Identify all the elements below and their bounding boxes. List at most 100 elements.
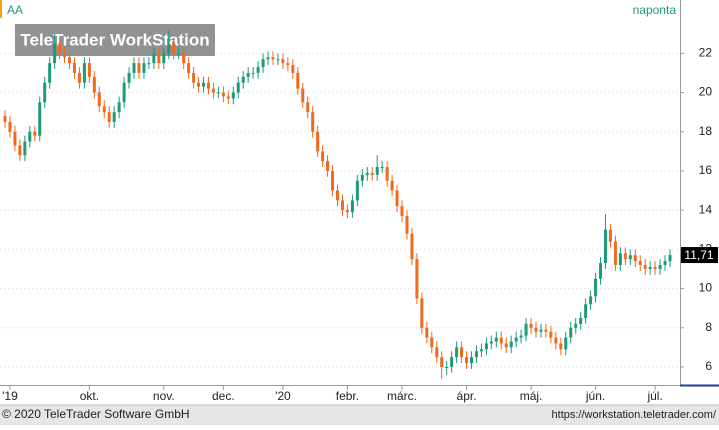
candle-body xyxy=(172,43,176,54)
candle-body xyxy=(430,337,434,348)
candle-body xyxy=(256,67,260,73)
x-tick-label: ápr. xyxy=(457,389,477,403)
candle-body xyxy=(484,343,488,350)
candle-body xyxy=(23,141,27,156)
candle-body xyxy=(603,229,607,264)
candle-body xyxy=(82,63,86,83)
candle-body xyxy=(112,112,116,122)
candle-body xyxy=(474,351,478,358)
candle-body xyxy=(613,241,617,266)
candle-body xyxy=(336,190,339,201)
candle-body xyxy=(107,112,111,122)
candle-body xyxy=(276,59,280,61)
candle-body xyxy=(192,72,196,83)
candle-body xyxy=(226,96,230,99)
candle-body xyxy=(38,102,42,136)
source-url: https://workstation.teletrader.com/ xyxy=(552,409,717,421)
candle-body xyxy=(519,335,523,338)
candle-body xyxy=(648,266,652,269)
candle-body xyxy=(559,343,563,350)
candle-body xyxy=(296,72,300,89)
candle-body xyxy=(494,337,498,342)
candle-body xyxy=(425,327,429,338)
candle-body xyxy=(375,167,379,175)
candle-body xyxy=(43,82,47,103)
candle-body xyxy=(87,63,91,77)
candle-body xyxy=(410,233,414,260)
candle-body xyxy=(321,151,325,162)
candle-body xyxy=(251,72,255,74)
symbol-label: AA xyxy=(7,3,23,17)
candle-body xyxy=(102,106,106,113)
candle-body xyxy=(48,63,52,83)
candle-body xyxy=(246,72,250,77)
candle-body xyxy=(132,63,136,73)
candle-body xyxy=(365,172,369,175)
candle-body xyxy=(187,63,191,73)
candle-body xyxy=(440,357,444,367)
candle-body xyxy=(167,43,171,54)
candle-body xyxy=(142,63,146,73)
candle-body xyxy=(534,327,538,332)
candle-body xyxy=(489,341,493,344)
candle-body xyxy=(460,347,464,358)
candle-body xyxy=(469,357,473,364)
candle-body xyxy=(197,82,201,87)
candle-body xyxy=(28,131,32,142)
candle-body xyxy=(663,261,667,266)
candle-body xyxy=(162,53,166,64)
candle-body xyxy=(301,88,305,103)
candle-body xyxy=(3,116,7,122)
candle-body xyxy=(465,357,469,364)
candle-body xyxy=(445,366,449,368)
candle-body xyxy=(643,265,647,269)
candle-body xyxy=(574,323,578,328)
y-tick-label: 8 xyxy=(705,320,712,334)
candle-body xyxy=(177,53,181,55)
watermark-box xyxy=(15,24,215,56)
candle-body xyxy=(122,82,126,103)
candle-body xyxy=(529,323,533,328)
y-tick-label: 6 xyxy=(705,359,712,373)
candle-body xyxy=(554,337,558,344)
interval-label: naponta xyxy=(633,3,677,17)
candle-body xyxy=(202,82,206,87)
candle-body xyxy=(544,329,548,332)
candle-body xyxy=(524,323,528,336)
candle-body xyxy=(286,63,290,66)
candle-body xyxy=(326,161,330,171)
candle-body xyxy=(594,278,598,297)
candle-body xyxy=(311,112,315,132)
x-tick-label: márc. xyxy=(387,389,417,403)
candle-body xyxy=(206,82,210,89)
candle-body xyxy=(281,59,285,64)
candle-body xyxy=(395,190,399,207)
candle-body xyxy=(92,76,96,93)
candle-body xyxy=(589,296,593,305)
candle-body xyxy=(579,317,583,324)
candle-body xyxy=(152,53,156,64)
candle-body xyxy=(450,357,454,367)
candle-body xyxy=(668,255,672,262)
candle-body xyxy=(355,180,359,201)
candle-body xyxy=(33,131,37,136)
candle-body xyxy=(435,347,439,358)
y-tick-label: 16 xyxy=(699,163,713,177)
candle-body xyxy=(569,327,573,338)
candle-body xyxy=(549,331,553,338)
y-tick-label: 10 xyxy=(699,281,713,295)
x-tick-label: dec. xyxy=(212,389,235,403)
candle-body xyxy=(539,329,543,332)
x-tick-label: júl. xyxy=(646,389,662,403)
candle-body xyxy=(633,255,637,262)
candle-body xyxy=(157,53,161,64)
candle-body xyxy=(499,337,503,344)
candle-body xyxy=(216,92,220,94)
x-tick-label: jún. xyxy=(585,389,605,403)
candle-body xyxy=(370,172,374,175)
candle-body xyxy=(653,266,657,269)
candle-body xyxy=(236,82,240,93)
candle-body xyxy=(316,131,320,152)
x-tick-label: nov. xyxy=(153,389,175,403)
candle-body xyxy=(420,298,424,328)
